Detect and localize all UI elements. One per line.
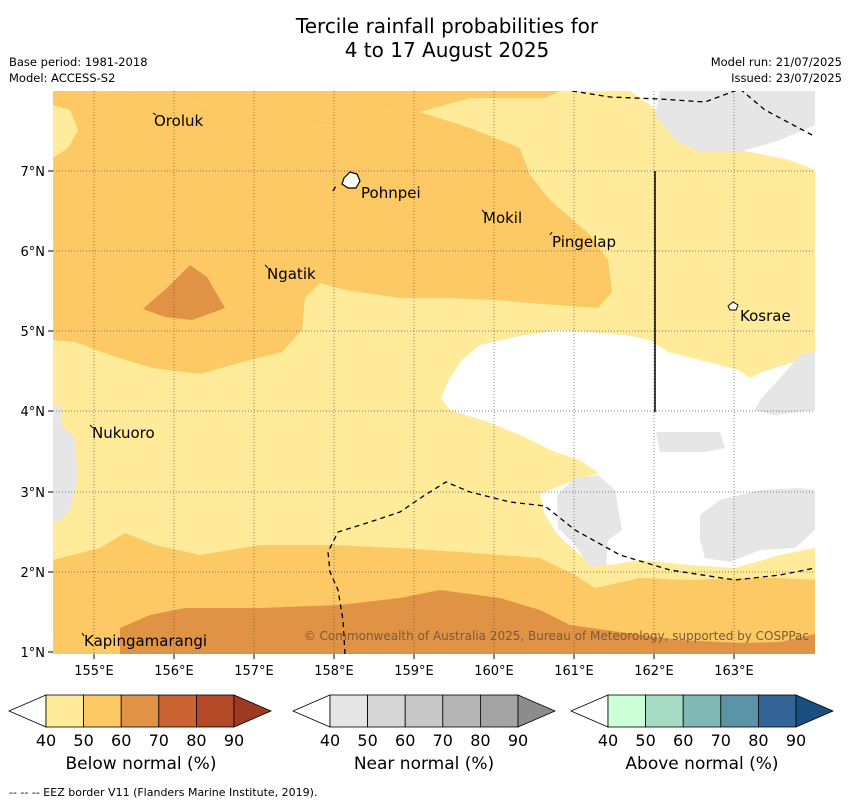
colorbar-above-tick-40: 40: [598, 731, 618, 750]
label-oroluk: Oroluk: [154, 112, 203, 130]
colorbar-below-tick-50: 50: [73, 731, 93, 750]
legend-title-below: Below normal (%): [65, 754, 217, 774]
gridlines: [53, 91, 815, 654]
label-kosrae: Kosrae: [740, 307, 791, 325]
pohnpei-island-shape: [341, 171, 361, 189]
issued-date: Issued: 23/07/2025: [731, 71, 842, 85]
colorbar-above: 40 50 60 70 80 90: [569, 694, 835, 750]
title-line-2: 4 to 17 August 2025: [344, 38, 550, 62]
colorbar-above-right-extension: [795, 694, 835, 728]
label-mokil: Mokil: [483, 209, 522, 227]
colorbar-above-segment-2: [682, 694, 722, 728]
field-below-50-60-north-edge: [53, 91, 560, 127]
colorbar-near-segment-3: [442, 694, 481, 728]
copyright-text: © Commonwealth of Australia 2025, Bureau…: [304, 629, 809, 643]
lat-tick-1: 1°N: [21, 646, 46, 661]
label-kapingamarangi: Kapingamarangi: [84, 632, 207, 650]
label-ngatik: Ngatik: [267, 265, 316, 283]
colorbar-below-segment-4: [195, 694, 235, 728]
meta-right: Model run: 21/07/2025 Issued: 23/07/2025: [711, 54, 842, 86]
meta-left: Base period: 1981-2018 Model: ACCESS-S2: [9, 54, 148, 86]
colorbar-near-tick-80: 80: [470, 731, 490, 750]
lat-tick-3: 3°N: [21, 486, 46, 501]
lon-tick-156: 156°E: [154, 664, 194, 679]
model-name: Model: ACCESS-S2: [9, 71, 116, 85]
colorbar-near-right-extension: [517, 694, 557, 728]
eez-borders: [327, 91, 815, 654]
field-near-southeast: [700, 488, 815, 562]
colorbar-below-segment-3: [158, 694, 197, 728]
lon-tick-162: 162°E: [634, 664, 674, 679]
colorbar-above-tick-90: 90: [786, 731, 806, 750]
colorbar-above-tick-70: 70: [711, 731, 731, 750]
colorbar-below-left-extension: [7, 694, 47, 728]
lat-tick-7: 7°N: [21, 165, 46, 180]
label-nukuoro: Nukuoro: [92, 424, 155, 442]
colorbar-below-tick-70: 70: [149, 731, 169, 750]
colorbar-above-left-extension: [569, 694, 609, 728]
eez-footnote: -- -- -- EEZ border V11 (Flanders Marine…: [9, 786, 318, 799]
field-near-center: [656, 432, 725, 452]
lon-tick-158: 158°E: [314, 664, 354, 679]
base-period: Base period: 1981-2018: [9, 55, 148, 69]
map-title: Tercile rainfall probabilities for 4 to …: [0, 14, 850, 62]
field-near-northeast: [655, 91, 815, 152]
colorbar-below-tick-60: 60: [111, 731, 131, 750]
colorbar-near-tick-40: 40: [320, 731, 340, 750]
colorbar-below-segment-0: [45, 694, 84, 728]
rainfall-map: Oroluk Pohnpei Mokil Pingelap Ngatik Kos…: [21, 91, 815, 679]
colorbar-below: 40 50 60 70 80 90: [7, 694, 273, 750]
atoll-markers: [81, 112, 553, 637]
lat-tick-6: 6°N: [21, 245, 46, 260]
label-pohnpei: Pohnpei: [361, 184, 421, 202]
colorbar-above-tick-60: 60: [673, 731, 693, 750]
tick-marks: [48, 170, 735, 659]
colorbar-above-tick-80: 80: [748, 731, 768, 750]
colorbar-near-segment-0: [329, 694, 368, 728]
lon-tick-161: 161°E: [554, 664, 594, 679]
colorbar-above-tick-50: 50: [635, 731, 655, 750]
legend-colorbars: 40 50 60 70 80 90 40 50 60 70 80 90 40 50 60 70 80 90: [7, 694, 835, 750]
colorbar-above-segment-1: [645, 694, 684, 728]
lat-tick-2: 2°N: [21, 566, 46, 581]
legend-title-above: Above normal (%): [625, 754, 779, 774]
colorbar-above-segment-3: [720, 694, 759, 728]
colorbar-near: 40 50 60 70 80 90: [291, 694, 557, 750]
colorbar-below-segment-1: [83, 694, 122, 728]
colorbar-below-segment-2: [120, 694, 160, 728]
field-below-60-70-west: [143, 265, 225, 320]
colorbar-below-tick-40: 40: [36, 731, 56, 750]
probability-fields: Oroluk Pohnpei Mokil Pingelap Ngatik Kos…: [53, 91, 815, 654]
lat-tick-5: 5°N: [21, 325, 46, 340]
colorbar-near-segment-4: [479, 694, 519, 728]
kosrae-island-shape: [727, 301, 739, 311]
lon-tick-163: 163°E: [714, 664, 754, 679]
field-near-south: [557, 475, 622, 567]
field-white-east: [441, 330, 815, 503]
lon-tick-159: 159°E: [394, 664, 434, 679]
label-pingelap: Pingelap: [552, 233, 616, 251]
field-near-west: [53, 405, 78, 522]
colorbar-near-tick-60: 60: [395, 731, 415, 750]
colorbar-above-segment-4: [758, 694, 797, 728]
colorbar-above-segment-0: [607, 694, 646, 728]
lat-tick-4: 4°N: [21, 405, 46, 420]
colorbar-below-tick-80: 80: [186, 731, 206, 750]
colorbar-below-tick-90: 90: [224, 731, 244, 750]
lon-tick-155: 155°E: [74, 664, 114, 679]
colorbar-below-right-extension: [233, 694, 273, 728]
lon-tick-157: 157°E: [234, 664, 274, 679]
field-below-60-70-south: [53, 590, 815, 654]
colorbar-near-tick-50: 50: [357, 731, 377, 750]
title-line-1: Tercile rainfall probabilities for: [295, 14, 599, 38]
legend-title-near: Near normal (%): [353, 754, 495, 774]
colorbar-near-segment-2: [404, 694, 444, 728]
model-run: Model run: 21/07/2025: [710, 55, 842, 69]
colorbar-near-segment-1: [367, 694, 406, 728]
colorbar-near-tick-90: 90: [508, 731, 528, 750]
colorbar-near-tick-70: 70: [433, 731, 453, 750]
lon-tick-160: 160°E: [474, 664, 514, 679]
field-near-east: [755, 352, 815, 415]
colorbar-near-left-extension: [291, 694, 331, 728]
